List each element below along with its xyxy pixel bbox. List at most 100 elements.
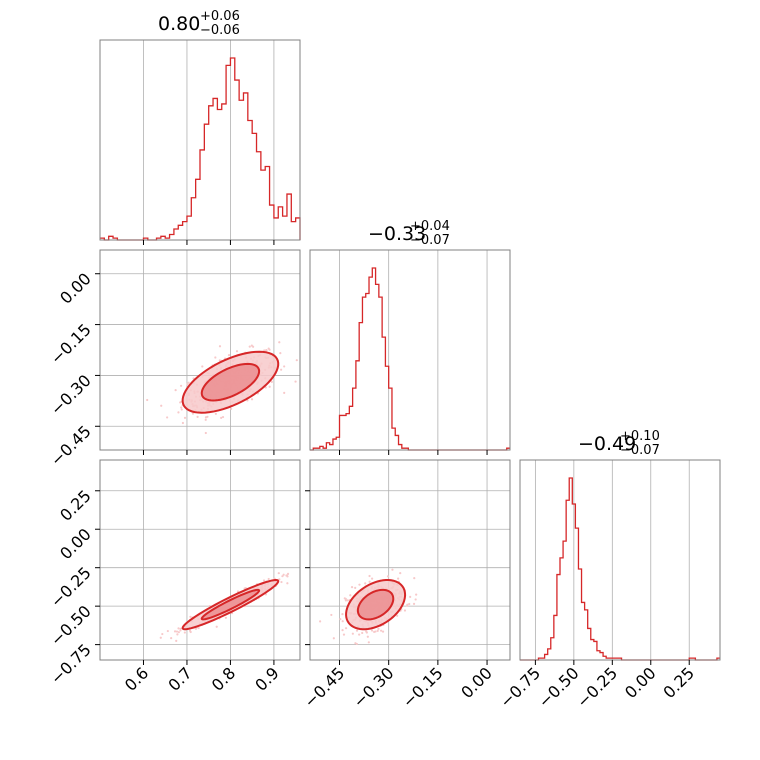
histogram-bar	[582, 602, 585, 660]
scatter-point	[175, 630, 179, 633]
scatter-point	[409, 595, 412, 598]
histogram-bar	[200, 150, 204, 240]
scatter-point	[180, 406, 183, 409]
histogram-bar	[395, 435, 398, 450]
histogram-bar	[213, 98, 217, 240]
histogram-bar	[170, 234, 174, 240]
scatter-point	[179, 629, 182, 632]
scatter-point	[286, 582, 289, 585]
histogram-bar	[389, 388, 392, 450]
panel-title-value: −0.33	[368, 223, 426, 245]
histogram-bar	[183, 222, 187, 240]
x-tick-label: −0.15	[399, 663, 447, 711]
axes-frame	[519, 459, 721, 661]
scatter-point	[346, 599, 349, 602]
histogram-bar	[376, 284, 379, 450]
axes-frame-layer	[99, 39, 721, 661]
histogram-bar	[597, 651, 600, 660]
scatter-point	[358, 583, 361, 586]
histogram-bar	[545, 654, 548, 660]
scatter-point	[173, 630, 177, 633]
scatter-point	[377, 627, 380, 630]
scatter-point	[391, 568, 394, 571]
scatter-point	[280, 580, 283, 584]
histogram-bar	[554, 615, 557, 660]
y-tick-label: −0.75	[47, 640, 95, 688]
scatter-point	[267, 347, 270, 350]
y-tick-label: 0.00	[56, 269, 95, 308]
scatter-point	[376, 629, 379, 632]
histogram-bar	[557, 575, 560, 660]
axes-frame	[99, 459, 301, 661]
y-tick-label: −0.25	[47, 563, 95, 611]
histogram-bar	[551, 638, 554, 660]
scatter-point	[183, 631, 186, 634]
scatter-point	[342, 633, 346, 636]
scatter-point	[283, 391, 286, 394]
scatter-point	[370, 629, 374, 632]
scatter-point	[282, 573, 285, 576]
scatter-point	[408, 602, 411, 606]
histogram-bar	[261, 170, 265, 240]
scatter-point	[166, 629, 169, 633]
scatter-point	[397, 577, 400, 580]
histogram-bar	[196, 179, 200, 240]
scatter-point	[365, 630, 368, 633]
scatter-point	[355, 642, 358, 646]
histogram-bar	[161, 236, 165, 240]
scatter-point	[396, 614, 399, 617]
scatter-point	[361, 631, 364, 635]
histogram-bar	[340, 415, 343, 450]
scatter-point	[283, 365, 286, 368]
scatter-point	[319, 620, 322, 623]
histogram-bar	[591, 640, 594, 660]
scatter-point	[350, 586, 354, 589]
scatter-point	[218, 359, 221, 362]
scatter-point	[227, 354, 231, 357]
scatter-point	[176, 633, 179, 636]
scatter-point	[180, 408, 183, 411]
histogram-bar	[382, 337, 385, 450]
scatter-point	[339, 618, 342, 621]
scatter-point	[270, 380, 273, 384]
scatter-point	[183, 416, 187, 419]
scatter-point	[332, 637, 335, 640]
histogram-bar	[392, 428, 395, 450]
histogram-bar	[600, 653, 603, 660]
histogram-bar	[222, 104, 226, 240]
contour-level	[200, 588, 261, 621]
scatter-point	[406, 604, 409, 607]
histogram-bar	[359, 323, 362, 450]
x-tick-label: 0.00	[457, 663, 496, 702]
y-tick-label: −0.15	[47, 320, 95, 368]
histogram-bar	[572, 504, 575, 660]
histogram-bar	[287, 194, 291, 240]
histogram-bar	[235, 80, 239, 240]
scatter-point	[285, 574, 289, 577]
histogram-bar	[109, 236, 113, 240]
scatter-point	[177, 627, 180, 630]
histogram-bar	[191, 198, 195, 240]
scatter-point	[177, 411, 180, 414]
histogram-bar	[594, 641, 597, 660]
scatter-point	[160, 404, 163, 407]
scatter-point	[267, 577, 270, 581]
x-tick-label: 0.7	[164, 663, 195, 694]
scatter-point	[174, 389, 177, 392]
histogram-bar	[248, 121, 252, 240]
scatter-point	[367, 641, 370, 644]
axes-frame	[99, 249, 301, 451]
grid-layer	[100, 40, 690, 660]
histogram-bar	[239, 100, 243, 240]
scatter-point	[413, 577, 416, 580]
histogram-bar	[588, 628, 591, 660]
axes-frame	[99, 39, 301, 241]
y-tick-label: −0.50	[47, 602, 95, 650]
x-tick-label: −0.75	[496, 663, 544, 711]
histogram-bar	[326, 443, 329, 450]
histogram-bar	[230, 58, 234, 240]
scatter-point	[368, 574, 371, 578]
histogram-bar	[578, 569, 581, 660]
histogram-bar	[369, 277, 372, 450]
